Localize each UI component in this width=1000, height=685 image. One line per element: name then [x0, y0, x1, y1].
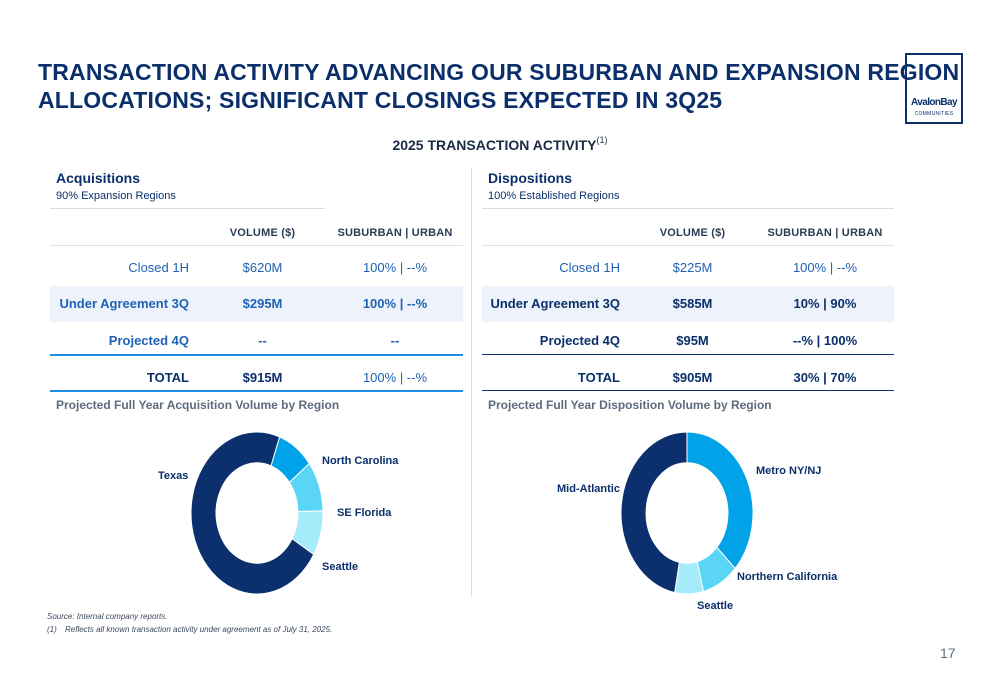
dispositions-header-rule — [482, 245, 894, 246]
row-volume: $905M — [672, 370, 713, 385]
dispositions-heading-rule — [482, 208, 894, 209]
acquisitions-total-rule-top — [50, 354, 463, 356]
acquisitions-col-mix: SUBURBAN | URBAN — [337, 227, 453, 239]
page-title-line-2: ALLOCATIONS; SIGNIFICANT CLOSINGS EXPECT… — [38, 87, 723, 113]
acquisitions-total-rule-bottom — [50, 390, 463, 392]
acquisition-donut-chart — [190, 431, 324, 595]
row-mix: 100% | --% — [792, 260, 858, 275]
dispositions-row-closed: Closed 1H $225M 100% | --% — [482, 250, 894, 286]
row-label: Closed 1H — [128, 260, 189, 275]
dispositions-total-rule-bottom — [482, 390, 894, 391]
column-divider — [471, 168, 472, 596]
row-label: TOTAL — [146, 370, 189, 385]
acquisitions-heading-rule — [50, 208, 325, 209]
page-title: TRANSACTION ACTIVITY ADVANCING OUR SUBUR… — [38, 58, 960, 114]
dispositions-subheading: 100% Established Regions — [488, 190, 620, 202]
dispositions-row-projected: Projected 4Q $95M --% | 100% — [482, 323, 894, 359]
acquisitions-col-volume: VOLUME ($) — [229, 227, 296, 239]
row-label: Projected 4Q — [539, 333, 620, 348]
disposition-donut-chart — [620, 431, 754, 595]
donut-slice-mid-atlantic — [620, 431, 688, 594]
page-title-line-1: TRANSACTION ACTIVITY ADVANCING OUR SUBUR… — [38, 59, 960, 85]
logo-subtext: COMMUNITIES — [914, 111, 954, 117]
row-mix: --% | 100% — [792, 333, 858, 348]
company-logo: AvalonBay COMMUNITIES — [905, 53, 963, 124]
row-label: Under Agreement 3Q — [490, 296, 620, 311]
row-label: Under Agreement 3Q — [59, 296, 189, 311]
acq-label-texas: Texas — [158, 470, 189, 482]
footnote-1: (1) Reflects all known transaction activi… — [47, 625, 332, 634]
disp-label-northern-california: Northern California — [737, 571, 838, 583]
dispositions-col-mix: SUBURBAN | URBAN — [767, 227, 883, 239]
row-label: TOTAL — [577, 370, 620, 385]
row-mix: 100% | --% — [362, 260, 428, 275]
acquisitions-row-under-agreement: Under Agreement 3Q $295M 100% | --% — [50, 286, 463, 322]
row-volume: -- — [258, 333, 267, 348]
dispositions-col-volume: VOLUME ($) — [659, 227, 726, 239]
acquisitions-header-rule — [50, 245, 463, 246]
row-volume: $915M — [242, 370, 283, 385]
acquisitions-heading: Acquisitions — [56, 170, 141, 186]
row-label: Projected 4Q — [108, 333, 189, 348]
disp-label-mid-atlantic: Mid-Atlantic — [557, 483, 620, 495]
row-mix: 100% | --% — [362, 296, 428, 311]
row-mix: -- — [390, 333, 400, 348]
dispositions-row-total: TOTAL $905M 30% | 70% — [482, 360, 894, 396]
section-subtitle: 2025 TRANSACTION ACTIVITY(1) — [0, 135, 1000, 153]
row-volume: $295M — [242, 296, 283, 311]
donut-slice-texas — [190, 431, 315, 595]
disp-label-metro-ny-nj: Metro NY/NJ — [756, 465, 822, 477]
row-volume: $225M — [672, 260, 713, 275]
row-mix: 10% | 90% — [793, 296, 857, 311]
acq-label-seattle: Seattle — [322, 561, 359, 573]
footnote-number: (1) — [47, 625, 57, 634]
source-note: Source: Internal company reports. — [47, 612, 168, 621]
dispositions-row-under-agreement: Under Agreement 3Q $585M 10% | 90% — [482, 286, 894, 322]
row-volume: $620M — [242, 260, 283, 275]
acquisitions-row-projected: Projected 4Q -- -- — [50, 323, 463, 359]
subtitle-text: 2025 TRANSACTION ACTIVITY — [392, 137, 597, 153]
acq-label-north-carolina: North Carolina — [322, 455, 399, 467]
footnote-text: Reflects all known transaction activity … — [65, 625, 333, 634]
dispositions-heading: Dispositions — [488, 170, 573, 186]
acquisitions-subheading: 90% Expansion Regions — [56, 190, 176, 202]
row-volume: $585M — [672, 296, 713, 311]
logo-wordmark: AvalonBay — [911, 97, 958, 108]
row-mix: 100% | --% — [362, 370, 428, 385]
disposition-chart-title: Projected Full Year Disposition Volume b… — [488, 398, 772, 412]
dispositions-total-rule-top — [482, 354, 894, 355]
row-label: Closed 1H — [559, 260, 620, 275]
row-volume: $95M — [676, 333, 709, 348]
acquisition-chart-title: Projected Full Year Acquisition Volume b… — [56, 398, 340, 412]
acquisitions-row-total: TOTAL $915M 100% | --% — [50, 360, 463, 396]
row-mix: 30% | 70% — [793, 370, 857, 385]
donut-slice-metro-ny-nj — [686, 431, 754, 570]
acq-label-se-florida: SE Florida — [337, 507, 392, 519]
page-number: 17 — [940, 645, 956, 661]
disp-label-seattle: Seattle — [697, 600, 734, 612]
subtitle-footnote-ref: (1) — [596, 135, 608, 145]
acquisitions-row-closed: Closed 1H $620M 100% | --% — [50, 250, 463, 286]
